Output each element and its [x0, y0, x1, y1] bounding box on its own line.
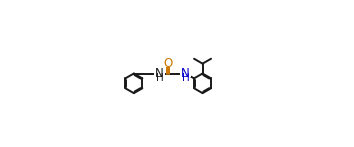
FancyBboxPatch shape [163, 61, 173, 67]
Text: N: N [155, 67, 164, 80]
Text: N: N [181, 67, 190, 80]
FancyBboxPatch shape [154, 70, 165, 77]
Text: H: H [155, 73, 163, 83]
FancyBboxPatch shape [180, 70, 191, 77]
Text: O: O [163, 57, 172, 70]
Text: H: H [182, 73, 189, 83]
